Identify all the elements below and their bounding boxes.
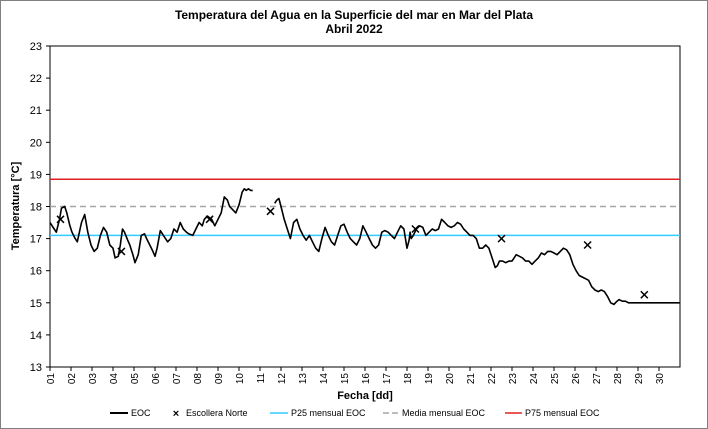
reference-lines — [50, 178, 680, 237]
x-tick-label: 17 — [382, 373, 393, 385]
legend-p25-label: P25 mensual EOC — [291, 408, 366, 418]
y-axis: 13 14 15 16 17 18 19 20 21 22 23 — [30, 41, 50, 374]
y-tick-label: 23 — [30, 41, 42, 53]
x-tick-label: 01 — [46, 373, 57, 385]
y-tick-label: 14 — [30, 330, 42, 342]
y-tick-label: 16 — [30, 266, 42, 278]
x-tick-label: 28 — [613, 373, 624, 385]
y-tick-label: 22 — [30, 73, 42, 85]
x-tick-label: 05 — [130, 373, 141, 385]
x-tick-label: 07 — [172, 373, 183, 385]
y-tick-label: 17 — [30, 234, 42, 246]
legend: EOC × Escollera Norte P25 mensual EOC Me… — [110, 408, 600, 420]
legend-escollera-label: Escollera Norte — [186, 408, 248, 418]
y-tick-label: 21 — [30, 105, 42, 117]
x-tick-label: 09 — [214, 373, 225, 385]
x-tick-label: 13 — [298, 373, 309, 385]
escollera-marker — [583, 240, 592, 250]
legend-eoc-label: EOC — [131, 408, 151, 418]
eoc-line-segment — [274, 197, 680, 306]
escollera-marker — [205, 215, 214, 224]
escollera-marker — [117, 247, 126, 256]
chart-title: Temperatura del Agua en la Superficie de… — [175, 8, 533, 22]
x-tick-label: 18 — [403, 373, 414, 385]
x-tick-label: 22 — [487, 373, 498, 385]
y-tick-label: 18 — [30, 202, 42, 214]
legend-p75-label: P75 mensual EOC — [525, 408, 600, 418]
x-tick-label: 08 — [193, 373, 204, 385]
y-tick-label: 15 — [30, 298, 42, 310]
x-tick-label: 25 — [550, 373, 561, 385]
x-tick-label: 24 — [529, 373, 540, 385]
eoc-line-segment — [49, 188, 253, 264]
x-tick-label: 30 — [655, 373, 666, 385]
x-tick-label: 27 — [592, 373, 603, 385]
x-tick-label: 12 — [277, 373, 288, 385]
x-tick-label: 04 — [109, 373, 120, 385]
x-tick-label: 26 — [571, 373, 582, 385]
y-axis-label: Temperatura [°C] — [10, 161, 22, 250]
x-tick-label: 29 — [634, 373, 645, 385]
escollera-marker — [266, 207, 275, 216]
legend-media-label: Media mensual EOC — [402, 408, 486, 418]
x-tick-label: 20 — [445, 373, 456, 385]
x-tick-label: 11 — [256, 373, 267, 384]
y-tick-label: 19 — [30, 169, 42, 181]
escollera-marker — [56, 215, 65, 224]
x-tick-label: 10 — [235, 373, 246, 385]
x-tick-label: 14 — [319, 373, 330, 385]
x-axis-label: Fecha [dd] — [337, 390, 393, 402]
x-tick-label: 15 — [340, 373, 351, 385]
x-tick-label: 02 — [67, 373, 78, 385]
x-tick-label: 19 — [424, 373, 435, 385]
x-axis: 01 02 03 04 05 06 07 08 09 10 11 12 13 14 15 16 17 18 19 20… — [46, 367, 666, 384]
x-tick-label: 21 — [466, 373, 477, 385]
y-tick-label: 13 — [30, 362, 42, 374]
eoc-series — [49, 188, 680, 306]
escollera-marker — [411, 224, 420, 234]
escollera-marker — [640, 290, 649, 299]
legend-escollera-marker: × — [173, 408, 179, 420]
chart-subtitle: Abril 2022 — [325, 22, 383, 36]
escollera-norte-series — [56, 207, 649, 299]
y-tick-label: 20 — [30, 137, 42, 149]
x-tick-label: 23 — [508, 373, 519, 385]
x-tick-label: 06 — [151, 373, 162, 385]
x-tick-label: 16 — [361, 373, 372, 385]
x-tick-label: 03 — [88, 373, 99, 385]
escollera-marker — [497, 234, 506, 243]
